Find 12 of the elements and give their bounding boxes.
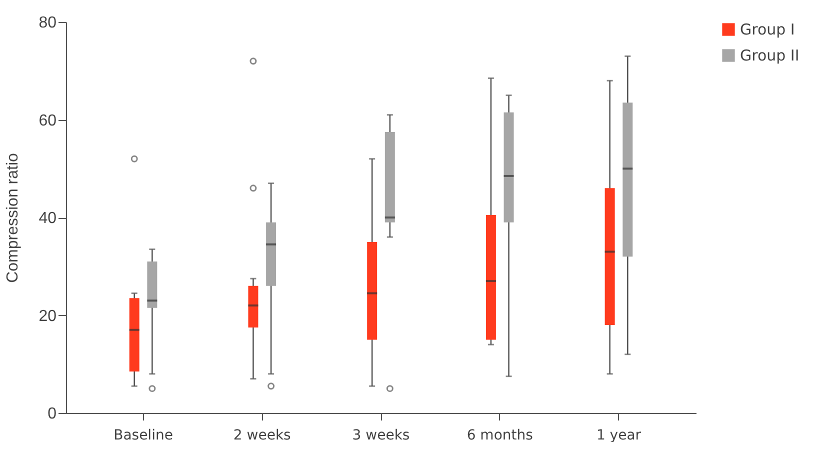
x-tick-label: 3 weeks (352, 428, 410, 444)
y-tick-label: 80 (38, 14, 57, 32)
legend-label: Group II (740, 46, 800, 64)
y-tick-label: 60 (38, 112, 57, 130)
y-tick-label: 20 (38, 308, 57, 325)
y-tick-label: 0 (48, 406, 57, 422)
x-tick-label: Baseline (114, 428, 173, 444)
y-tick-label: 40 (38, 210, 57, 227)
x-tick-label: 2 weeks (233, 428, 291, 444)
y-axis-title: Compression ratio (4, 152, 22, 283)
legend-label: Group I (740, 20, 795, 38)
x-tick-label: 6 months (466, 428, 533, 444)
